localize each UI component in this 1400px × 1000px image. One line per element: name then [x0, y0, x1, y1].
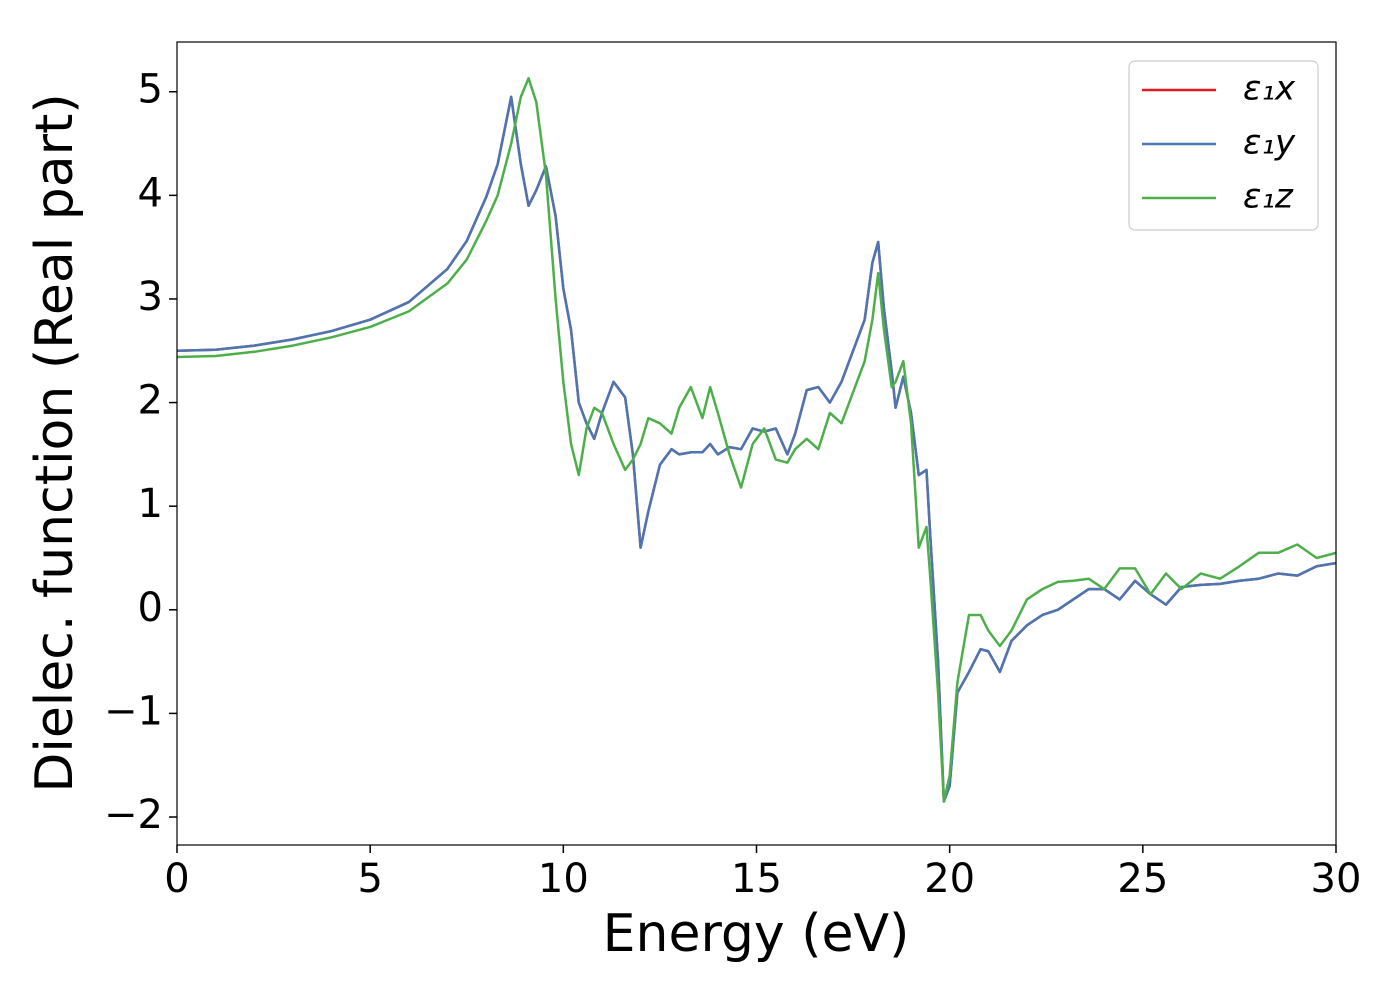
x-tick-label: 30 — [1311, 856, 1362, 902]
x-tick-label: 0 — [164, 856, 189, 902]
legend-label: ε₁z — [1243, 177, 1294, 217]
legend-label: ε₁x — [1243, 69, 1296, 109]
y-tick-label: −1 — [104, 688, 163, 734]
y-tick-label: 2 — [138, 378, 163, 424]
x-tick-label: 10 — [538, 856, 589, 902]
y-axis-label: Dielec. function (Real part) — [25, 93, 85, 792]
y-tick-label: 0 — [138, 585, 163, 631]
plot-frame — [176, 41, 1337, 846]
series-line — [177, 95, 1336, 803]
y-tick-label: 4 — [138, 170, 163, 216]
legend-label: ε₁y — [1243, 123, 1296, 163]
y-tick-label: −2 — [104, 792, 163, 838]
x-tick-label: 15 — [731, 856, 782, 902]
y-tick-label: 3 — [138, 274, 163, 320]
x-axis-label: Energy (eV) — [603, 904, 910, 964]
x-tick-label: 5 — [357, 856, 382, 902]
series-line — [177, 77, 1336, 803]
y-tick-label: 1 — [138, 481, 163, 527]
legend-box — [1128, 60, 1319, 231]
y-tick-label: 5 — [138, 67, 163, 113]
x-tick-label: 20 — [924, 856, 975, 902]
x-tick-label: 25 — [1117, 856, 1168, 902]
